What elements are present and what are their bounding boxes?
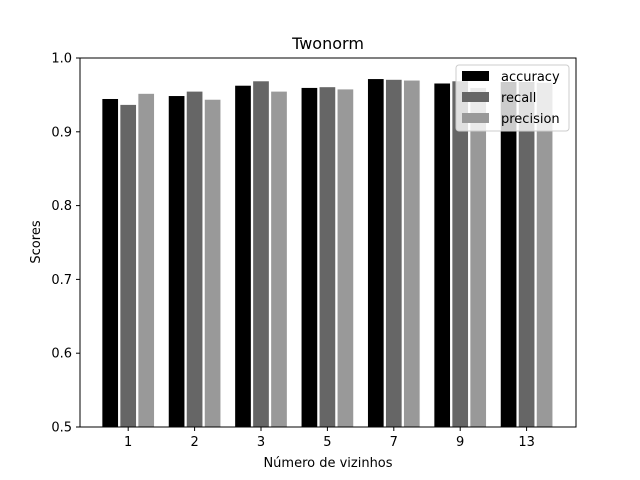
x-tick-label: 3 bbox=[257, 435, 265, 450]
bar-precision-7 bbox=[403, 79, 421, 428]
legend-label-accuracy: accuracy bbox=[501, 70, 560, 85]
y-tick-label: 0.7 bbox=[51, 273, 72, 288]
bar-precision-3 bbox=[270, 90, 288, 428]
chart-title: Twonorm bbox=[291, 34, 364, 53]
bar-recall-13 bbox=[517, 81, 536, 428]
legend-swatch-precision bbox=[462, 113, 489, 123]
bar-precision-2 bbox=[203, 98, 222, 428]
x-tick-label: 5 bbox=[323, 435, 331, 450]
bar-recall-5 bbox=[318, 86, 337, 428]
bars-group bbox=[101, 78, 554, 428]
y-tick-label: 0.8 bbox=[51, 199, 72, 214]
legend-label-precision: precision bbox=[501, 112, 560, 127]
x-tick-label: 7 bbox=[390, 435, 398, 450]
bar-recall-9 bbox=[451, 80, 469, 428]
y-tick-label: 1.0 bbox=[51, 52, 72, 67]
y-tick-label: 0.5 bbox=[51, 421, 72, 436]
x-axis-label: Número de vizinhos bbox=[263, 456, 392, 471]
bar-recall-3 bbox=[252, 80, 270, 428]
legend-swatch-recall bbox=[462, 92, 489, 102]
bar-accuracy-5 bbox=[300, 87, 319, 428]
legend-label-recall: recall bbox=[501, 91, 536, 106]
plot-frame bbox=[79, 57, 577, 428]
bar-recall-1 bbox=[119, 104, 137, 428]
y-tick-label: 0.6 bbox=[51, 347, 72, 362]
bar-accuracy-9 bbox=[433, 82, 451, 428]
x-tick-label: 2 bbox=[190, 435, 198, 450]
bar-precision-1 bbox=[137, 93, 155, 428]
x-tick-label: 9 bbox=[456, 435, 464, 450]
bar-accuracy-1 bbox=[101, 98, 119, 428]
x-tick-label: 1 bbox=[124, 435, 132, 450]
bar-recall-7 bbox=[385, 79, 403, 428]
bar-precision-9 bbox=[469, 87, 487, 428]
axes-group: 0.5 0.6 0.7 0.8 0.9 1.0 1 2 3 5 7 9 13 bbox=[51, 52, 577, 450]
y-axis-label: Scores bbox=[29, 220, 44, 263]
bar-accuracy-2 bbox=[167, 95, 186, 428]
x-tick-label: 13 bbox=[518, 435, 535, 450]
y-tick-label: 0.9 bbox=[51, 125, 72, 140]
bar-accuracy-7 bbox=[367, 78, 385, 428]
bar-accuracy-13 bbox=[499, 81, 518, 428]
bar-precision-5 bbox=[336, 88, 355, 428]
legend: accuracy recall precision bbox=[455, 64, 570, 132]
bar-recall-2 bbox=[185, 90, 204, 428]
bar-accuracy-3 bbox=[234, 84, 252, 428]
legend-swatch-accuracy bbox=[462, 71, 489, 81]
bar-precision-13 bbox=[535, 81, 554, 428]
